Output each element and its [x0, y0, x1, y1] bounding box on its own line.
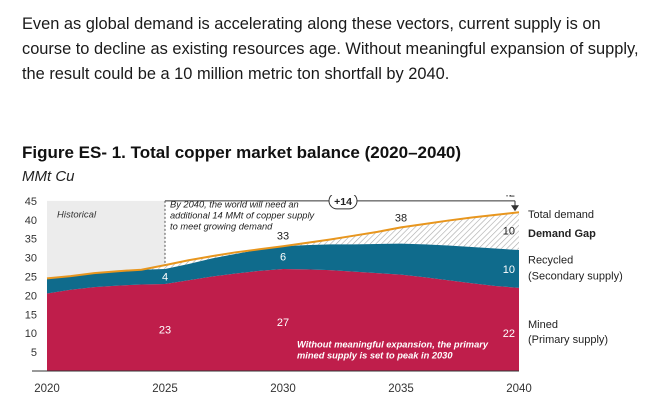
y-tick-label: 30	[25, 253, 37, 265]
data-label: 42	[503, 195, 515, 200]
y-tick-label: 15	[25, 309, 37, 321]
legend-total-demand: Total demand	[528, 209, 594, 221]
total-demand-line	[46, 211, 520, 280]
data-label: 22	[503, 328, 515, 340]
callout-text-line: By 2040, the world will need an	[170, 200, 299, 210]
figure-title: Figure ES- 1. Total copper market balanc…	[22, 143, 462, 162]
demand-gap-area	[47, 212, 519, 279]
recycled-area	[47, 243, 519, 294]
intro-paragraph: Even as global demand is accelerating al…	[22, 15, 639, 83]
callout-text-line: to meet growing demand	[170, 222, 273, 232]
delta-badge-label: +14	[334, 196, 352, 208]
delta-badge-outline	[328, 195, 358, 210]
mined-area	[47, 268, 519, 371]
x-tick-label: 2040	[506, 383, 532, 395]
legend-recycled-sub: (Secondary supply)	[528, 270, 623, 282]
data-label: 23	[159, 324, 171, 336]
mined-note-line: Without meaningful expansion, the primar…	[297, 340, 489, 350]
data-label: 10	[503, 264, 515, 276]
y-tick-label: 40	[25, 215, 37, 227]
legend-demand-gap: Demand Gap	[528, 228, 596, 240]
callout-text-line: additional 14 MMt of copper supply	[170, 211, 316, 221]
x-tick-label: 2030	[270, 383, 296, 395]
y-tick-label: 5	[31, 347, 37, 359]
data-label: 4	[162, 272, 168, 284]
x-tick-label: 2035	[388, 383, 414, 395]
historical-label: Historical	[57, 210, 97, 221]
y-tick-label: 20	[25, 290, 37, 302]
y-tick-label: 35	[25, 234, 37, 246]
data-label: 38	[395, 213, 407, 225]
legend-recycled: Recycled	[528, 254, 573, 266]
data-label: 6	[280, 251, 286, 263]
x-tick-label: 2020	[34, 383, 60, 395]
data-label: 10	[503, 225, 515, 237]
y-tick-label: 25	[25, 272, 37, 284]
mined-note-line: mined supply is set to peak in 2030	[297, 351, 453, 361]
arrow-down-icon	[511, 205, 519, 212]
legend-mined: Mined	[528, 319, 558, 331]
y-tick-label: 10	[25, 328, 37, 340]
data-label: 33	[277, 231, 289, 243]
y-tick-label: 45	[25, 196, 37, 208]
legend-mined-sub: (Primary supply)	[528, 334, 608, 346]
x-tick-label: 2025	[152, 383, 178, 395]
figure-unit: MMt Cu	[22, 168, 75, 185]
data-label: 27	[277, 317, 289, 329]
